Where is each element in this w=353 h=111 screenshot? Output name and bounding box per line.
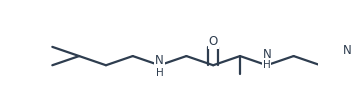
Text: H: H [263,60,271,70]
Text: N: N [262,48,271,61]
Text: N: N [343,44,352,57]
Text: O: O [209,35,218,48]
Text: H: H [156,68,163,78]
Text: N: N [155,54,164,67]
